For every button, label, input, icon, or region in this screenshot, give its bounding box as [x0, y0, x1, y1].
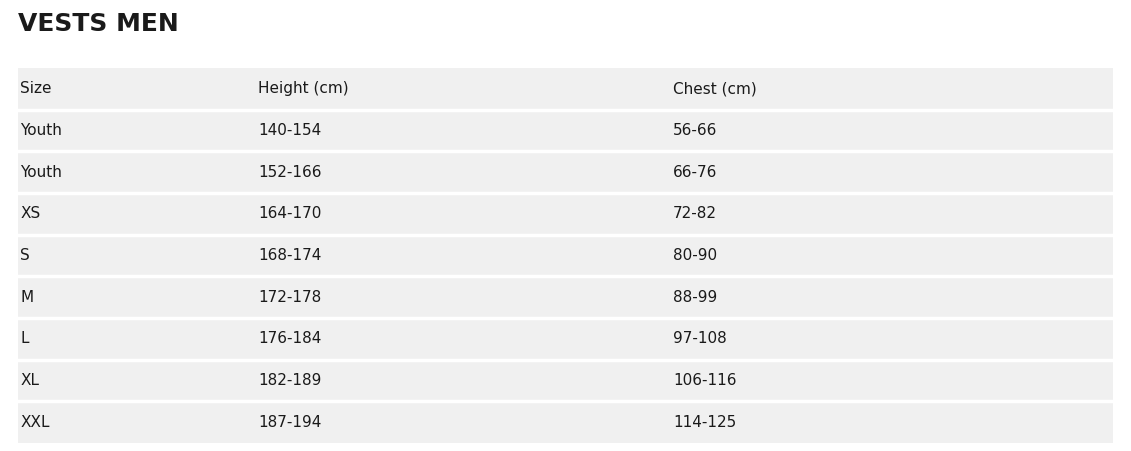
- Text: Height (cm): Height (cm): [258, 81, 348, 97]
- Text: Chest (cm): Chest (cm): [673, 81, 757, 97]
- Text: Youth: Youth: [20, 165, 62, 179]
- Text: 152-166: 152-166: [258, 165, 321, 179]
- Text: 172-178: 172-178: [258, 290, 321, 305]
- Text: Youth: Youth: [20, 123, 62, 138]
- Text: M: M: [20, 290, 34, 305]
- Text: 168-174: 168-174: [258, 248, 321, 263]
- Text: 88-99: 88-99: [673, 290, 717, 305]
- Text: 97-108: 97-108: [673, 331, 727, 346]
- Text: XS: XS: [20, 207, 41, 221]
- Text: L: L: [20, 331, 29, 346]
- Text: 187-194: 187-194: [258, 414, 321, 430]
- Text: 114-125: 114-125: [673, 414, 736, 430]
- Text: XXL: XXL: [20, 414, 50, 430]
- Text: 176-184: 176-184: [258, 331, 321, 346]
- Text: 66-76: 66-76: [673, 165, 717, 179]
- Text: 56-66: 56-66: [673, 123, 717, 138]
- Text: 80-90: 80-90: [673, 248, 717, 263]
- Text: 106-116: 106-116: [673, 373, 736, 388]
- Text: 140-154: 140-154: [258, 123, 321, 138]
- Text: 72-82: 72-82: [673, 207, 717, 221]
- Text: S: S: [20, 248, 31, 263]
- Text: 164-170: 164-170: [258, 207, 321, 221]
- Text: VESTS MEN: VESTS MEN: [18, 12, 179, 36]
- FancyBboxPatch shape: [18, 68, 1113, 443]
- Text: Size: Size: [20, 81, 52, 97]
- Text: 182-189: 182-189: [258, 373, 321, 388]
- Text: XL: XL: [20, 373, 40, 388]
